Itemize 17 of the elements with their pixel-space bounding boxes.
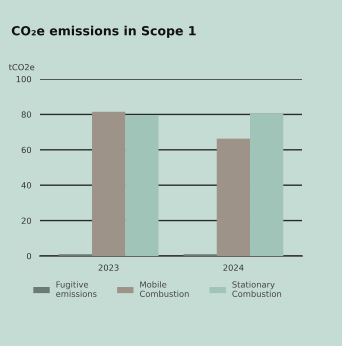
y-tick-label: 100 xyxy=(16,76,32,82)
legend-label: Stationary Combustion xyxy=(232,281,282,297)
bar xyxy=(92,112,126,256)
y-tick-label: 0 xyxy=(26,252,32,260)
bar xyxy=(216,138,250,256)
y-tick-label: 40 xyxy=(21,182,32,188)
x-tick-label: 2024 xyxy=(223,264,244,271)
y-tick-label: 20 xyxy=(22,218,32,224)
bar xyxy=(250,114,284,256)
legend-label: Fugitive emissions xyxy=(56,281,97,297)
bar xyxy=(125,115,159,256)
x-tick-label: 2023 xyxy=(98,264,119,271)
y-axis-title: tCO2e xyxy=(8,64,34,70)
chart-title: CO₂e emissions in Scope 1 xyxy=(12,26,196,38)
legend-label: Mobile Combustion xyxy=(140,281,189,297)
y-tick-label: 60 xyxy=(22,146,32,154)
y-tick-label: 80 xyxy=(22,111,32,118)
